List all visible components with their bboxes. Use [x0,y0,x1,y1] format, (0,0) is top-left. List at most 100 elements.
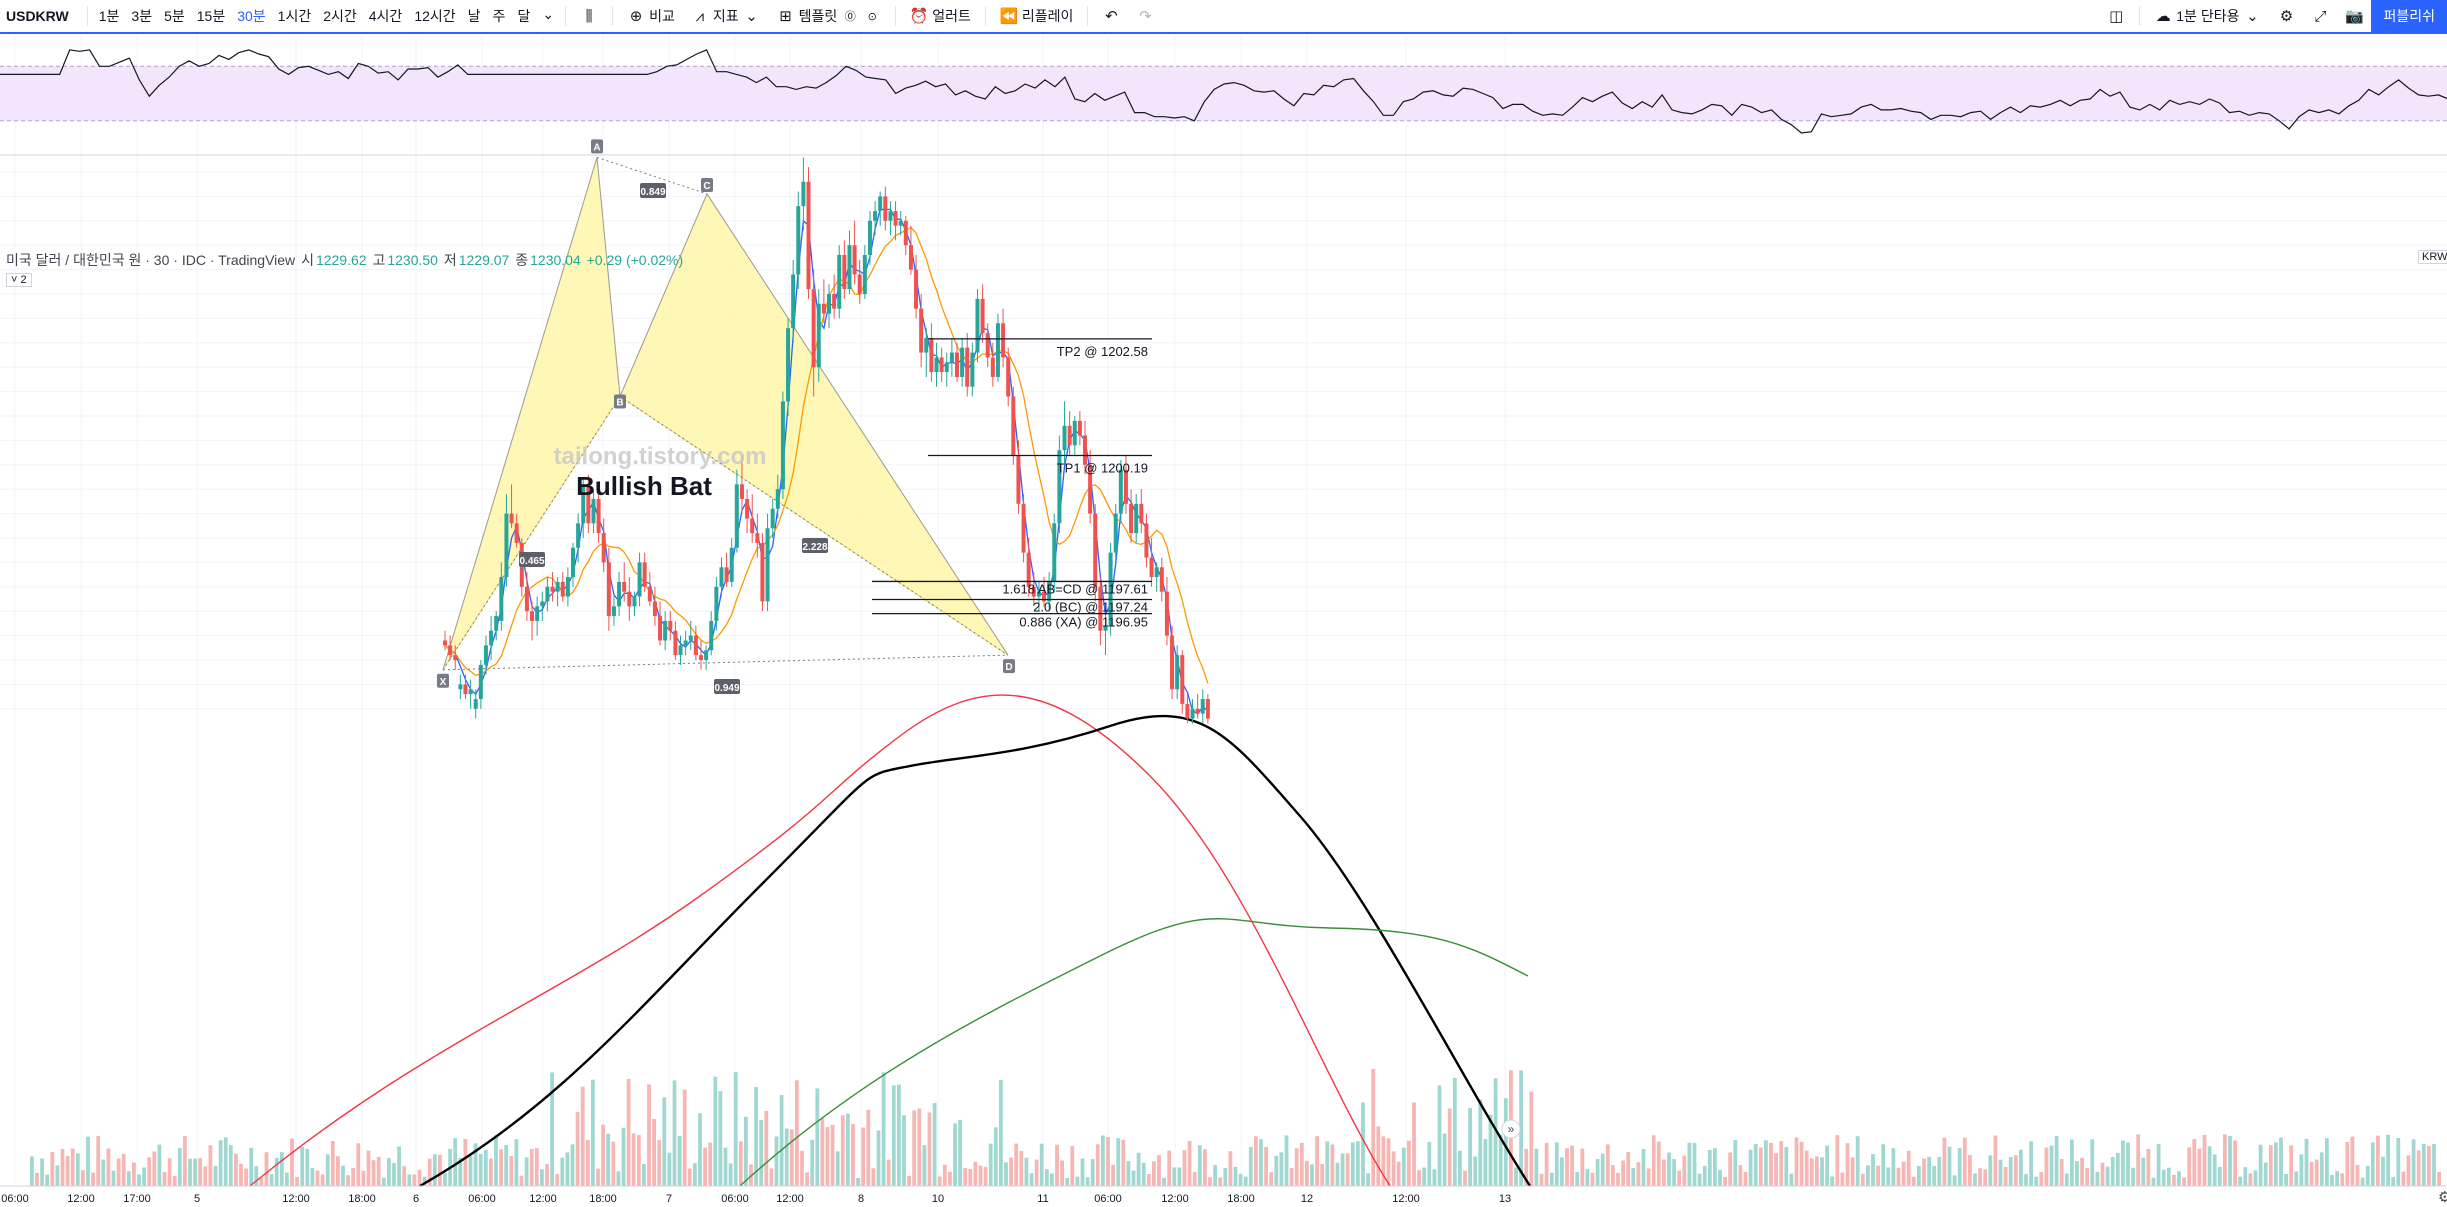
gear-icon[interactable]: ⚙ [2438,1189,2447,1206]
volume-bar [1493,1078,1498,1186]
symbol-search[interactable]: USDKRW [6,8,69,24]
layout-select-button[interactable]: ◫ [2099,7,2133,25]
interval-2h[interactable]: 2시간 [323,8,357,24]
candle-style-button[interactable]: ⫼ [572,7,606,25]
candle-body [683,640,688,646]
indicators-button[interactable]: ⩘ 지표 ⌄ [683,6,769,26]
volume-bar [2064,1173,2069,1186]
time-tick-label: 11 [1037,1193,1048,1205]
redo-icon: ↷ [1139,8,1152,25]
volume-bar [993,1127,998,1186]
interval-4h[interactable]: 4시간 [368,8,403,24]
candle-body [1011,396,1016,456]
time-tick-label: 12:00 [1161,1193,1189,1205]
alert-button[interactable]: ⏰ 얼러트 [902,6,979,26]
interval-1h[interactable]: 1시간 [277,8,312,24]
volume-bar [1651,1135,1656,1186]
time-tick-label: 06:00 [1,1193,29,1205]
legend-collapse-button[interactable]: ˅ 2 [6,273,32,287]
volume-bar [555,1174,560,1186]
legend-low: 1229.07 [458,252,510,268]
rsi-band [0,66,2447,121]
ma-slow-line [249,694,1391,1187]
ma-200-line [419,714,1532,1188]
candle-body [693,635,698,656]
interval-15m[interactable]: 15분 [196,8,226,24]
candle-body [1103,625,1108,631]
volume-bar [392,1163,396,1186]
volume-bar [1203,1149,1207,1186]
harmonic-pattern[interactable] [442,156,1009,671]
volume-bar [432,1154,437,1186]
volume-bar [1065,1177,1070,1186]
toolbar-divider [1087,6,1089,26]
volume-bar [871,1168,876,1186]
indicators-icon: ⩘ [695,7,705,25]
volume-bar [596,1168,600,1186]
volume-bar [636,1135,641,1186]
interval-week[interactable]: 주 [492,8,506,24]
replay-button[interactable]: ⏪ 리플레이 [992,6,1082,26]
interval-3m[interactable]: 3분 [131,8,153,24]
rsi-pane [0,49,2447,156]
volume-bar [779,1095,784,1186]
pattern-diagonal [442,396,621,671]
volume-bar [458,1157,463,1186]
redo-button[interactable]: ↷ [1128,7,1162,25]
fullscreen-button[interactable]: ⤢ [2303,7,2337,25]
volume-bar [1978,1168,1982,1186]
templates-button[interactable]: ⊞ 템플릿 ⓪ ⊙ [769,6,890,26]
volume-bar [616,1171,621,1186]
interval-30m[interactable]: 30분 [237,8,266,24]
interval-month[interactable]: 달 [517,8,531,24]
publish-button[interactable]: 퍼블리쉬 [2371,0,2447,33]
volume-bar [662,1097,667,1186]
snapshot-button[interactable]: 📷 [2337,7,2371,25]
layout-icon: ◫ [2109,8,2124,25]
saved-layout-button[interactable]: ☁ 1분 단타용 ⌄ [2146,6,2269,26]
volume-bar [2391,1177,2396,1186]
candle-body [780,401,785,490]
volume-bar [978,1165,983,1186]
volume-bar [545,1164,549,1186]
volume-bar [891,1085,896,1186]
volume-bar [1340,1153,1345,1186]
candle-body [504,513,509,578]
undo-button[interactable]: ↶ [1094,7,1128,25]
interval-1m[interactable]: 1분 [98,8,120,24]
candle-body [1190,708,1195,719]
candle-body [1123,469,1128,504]
volume-bar [30,1156,34,1186]
point-badge [614,394,626,409]
volume-bar [2223,1134,2227,1186]
volume-bar [1269,1172,1274,1186]
volume-bar [1748,1149,1753,1186]
interval-day[interactable]: 날 [467,8,481,24]
compare-button[interactable]: ⊕ 비교 [619,6,683,26]
double-chevron-icon: » [1508,1122,1515,1136]
chart-canvas[interactable]: TP2 @ 1202.58 TP1 @ 1200.19 1.618 AB=CD @ … [0,36,2447,1207]
target-levels[interactable]: TP2 @ 1202.58 TP1 @ 1200.19 1.618 AB=CD @ … [872,338,1152,630]
time-tick-label: 18:00 [1227,1193,1255,1205]
volume-bar [2233,1140,2237,1186]
volume-bar [208,1145,213,1186]
interval-12h[interactable]: 12시간 [414,8,456,24]
candle-body [509,513,514,524]
time-tick-label: 06:00 [721,1193,749,1205]
volume-bar [876,1130,881,1186]
chevron-down-icon[interactable]: ⌄ [542,6,555,22]
candle-body [985,333,990,358]
candle-body [1021,503,1026,553]
legend-close-label: 종 [515,252,529,268]
candle-body [1134,503,1139,534]
candle-body [1180,655,1185,704]
volume-bar [851,1123,855,1186]
settings-button[interactable]: ⚙ [2269,7,2303,25]
volume-bar [1952,1175,1957,1186]
volume-bar [274,1157,279,1186]
volume-bar [728,1163,733,1186]
currency-badge[interactable]: KRW [2418,250,2447,264]
target-level-label: 2.0 (BC) @ 1197.24 [1033,599,1148,614]
volume-bar [647,1084,651,1186]
interval-5m[interactable]: 5분 [164,8,185,24]
